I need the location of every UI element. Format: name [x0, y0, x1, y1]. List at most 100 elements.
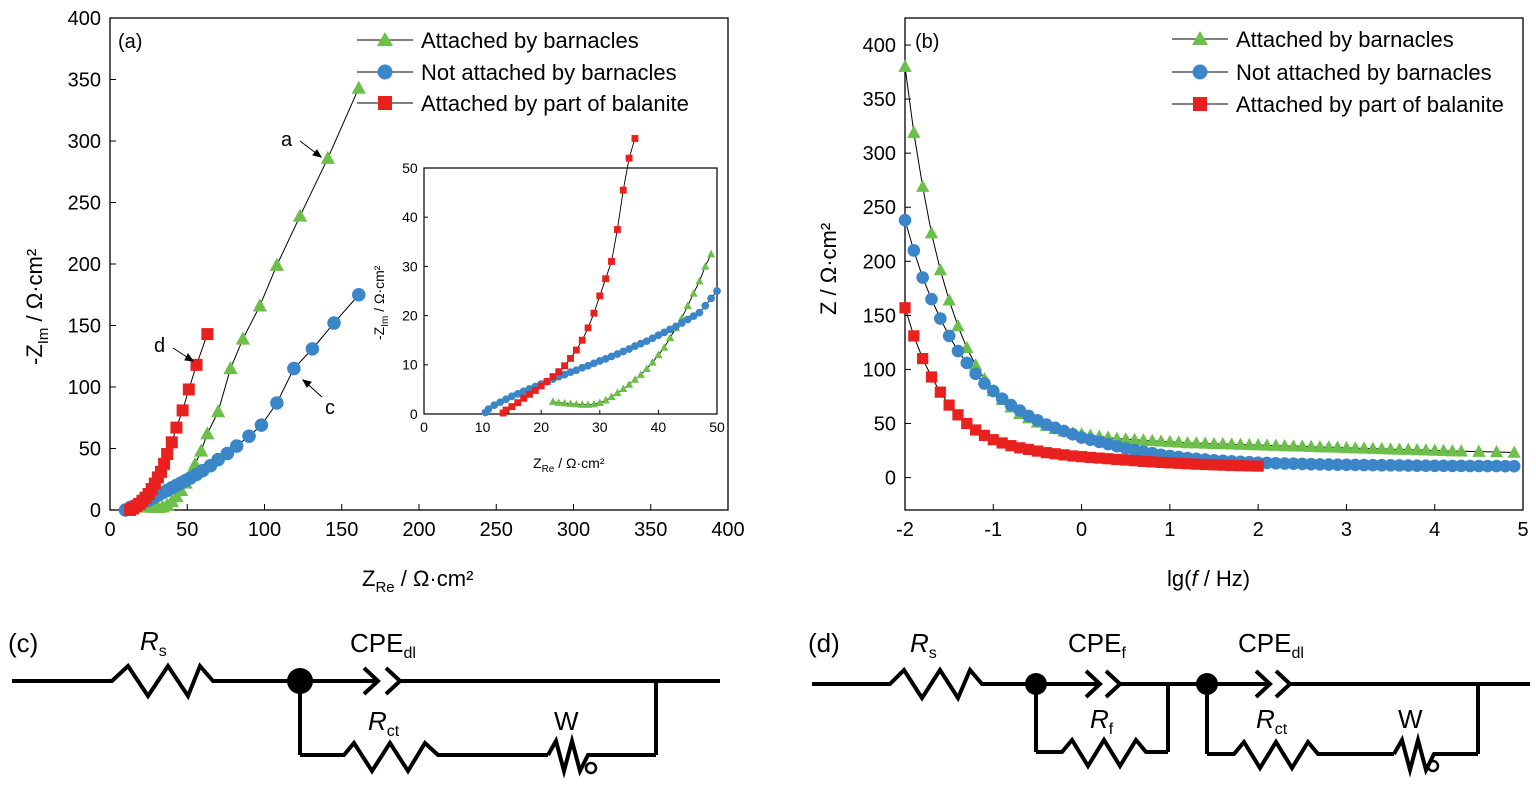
circuit-d-rct: Rct [1256, 704, 1288, 738]
legend-marker-triangle [377, 32, 393, 46]
chart-a-legend: Attached by barnacles Not attached by ba… [357, 28, 689, 116]
chart-b-point-square [917, 353, 929, 365]
chart-b-point-triangle [1154, 434, 1168, 447]
chart-b-ytick-label: 100 [863, 359, 896, 381]
chart-b-point-triangle [1410, 442, 1424, 456]
chart-a-point-circle [287, 361, 301, 376]
chart-b-point-triangle [1392, 442, 1407, 455]
inset-point-triangle [648, 358, 657, 366]
circuit-c-node [287, 668, 313, 694]
chart-b-point-square [1217, 459, 1229, 471]
chart-a-ytick-label: 400 [68, 8, 101, 30]
legend-marker-square [378, 96, 392, 110]
cpe-f-symbol [1084, 669, 1103, 699]
chart-b-point-triangle [1180, 435, 1195, 449]
inset-point-circle [490, 401, 499, 410]
chart-b-point-triangle [1304, 439, 1318, 452]
circuit-c-rct: Rct [368, 706, 400, 740]
inset-ticks: 0 10 20 30 40 50 0 10 20 30 40 50 [402, 160, 725, 435]
inset-xlabel: ZRe / Ω·cm² [533, 455, 605, 475]
chart-b-point-triangle [1330, 440, 1345, 453]
chart-b-series [898, 59, 1521, 473]
chart-a-point-triangle [269, 257, 284, 271]
chart-b-point-square [1049, 448, 1061, 460]
inset-point-circle [607, 352, 616, 361]
chart-b-point-circle [1428, 459, 1442, 473]
chart-b-point-circle [934, 312, 947, 325]
inset-point-square [561, 362, 569, 370]
circuit-c-wire-bottom [300, 739, 548, 775]
chart-a-point-triangle [235, 331, 250, 345]
chart-b-point-triangle [1436, 443, 1451, 456]
inset-ylabel: -ZIm / Ω·cm² [371, 265, 391, 340]
chart-b-point-square [1155, 456, 1167, 469]
cpe-dl-symbol [1254, 669, 1273, 699]
inset-point-triangle [572, 399, 581, 408]
chart-b-point-square [1243, 460, 1255, 472]
inset-point-triangle [625, 380, 634, 388]
chart-b-point-circle [1357, 458, 1371, 472]
inset-point-circle [578, 363, 587, 372]
chart-a-point-square [170, 421, 183, 434]
chart-a-annotations [172, 140, 323, 398]
inset-point-square [613, 226, 621, 233]
inset-point-square [596, 292, 604, 300]
circuit-c-rs: Rs [140, 626, 167, 660]
chart-b-point-triangle [1489, 445, 1504, 458]
inset-point-circle [707, 294, 716, 303]
inset-point-circle [631, 342, 639, 350]
inset-point-circle [636, 339, 645, 348]
inset-point-circle [677, 319, 686, 327]
chart-b-point-triangle [1119, 432, 1133, 445]
inset-point-triangle [654, 350, 663, 359]
chart-b-point-triangle [1295, 439, 1309, 452]
chart-b-point-square [1208, 459, 1220, 471]
inset-point-triangle [683, 301, 692, 309]
inset-ytick-label: 30 [402, 258, 418, 274]
chart-b-point-square [952, 409, 964, 421]
chart-b-point-circle [978, 377, 991, 390]
circuit-d-w: W [1398, 704, 1423, 734]
legend-label-0: Attached by barnacles [1236, 27, 1454, 52]
inset-point-triangle [554, 398, 563, 406]
chart-b-series-line-1 [904, 220, 1515, 467]
chart-b-point-triangle [942, 293, 956, 306]
inset-point-square [631, 135, 639, 142]
chart-b-point-circle [1269, 456, 1283, 470]
inset-point-triangle [560, 398, 569, 407]
legend-marker-circle [1192, 64, 1208, 80]
inset-ytick-label: 40 [402, 209, 418, 225]
chart-a-xtick-label: 50 [176, 519, 198, 541]
circuit-c [12, 662, 720, 779]
chart-b-point-triangle [916, 179, 930, 192]
chart-b-point-triangle [1198, 436, 1212, 449]
warburg-symbol [546, 733, 656, 779]
chart-b-point-circle [1348, 458, 1362, 472]
chart-a-point-triangle [292, 208, 308, 222]
circuit-d-rs: Rs [910, 628, 937, 662]
inset-point-square [520, 394, 528, 402]
chart-b-point-circle [1446, 459, 1459, 473]
chart-b-point-square [1067, 450, 1079, 462]
inset-point-circle [619, 347, 628, 356]
chart-b-point-triangle [1339, 440, 1354, 454]
inset-point-circle [701, 301, 710, 310]
chart-b-point-square [1128, 455, 1141, 467]
inset-point-triangle [642, 364, 651, 372]
inset-point-circle [496, 398, 505, 407]
chart-a-ytick-label: 50 [79, 439, 101, 461]
chart-b-point-triangle [1313, 440, 1327, 453]
inset-point-square [549, 373, 557, 381]
chart-b-point-triangle [1472, 444, 1486, 457]
inset-point-triangle [660, 343, 669, 351]
chart-a-point-square [176, 404, 189, 417]
legend-label-1: Not attached by barnacles [421, 60, 677, 85]
chart-b-point-square [1146, 456, 1158, 468]
chart-b-ytick-label: 300 [863, 143, 896, 165]
inset-ytick-label: 20 [402, 308, 418, 324]
inset-point-square [578, 336, 586, 344]
inset-point-circle [683, 315, 692, 324]
inset-point-triangle [595, 398, 604, 406]
chart-b-ytick-label: 0 [885, 468, 896, 490]
inset-point-circle [672, 322, 680, 331]
